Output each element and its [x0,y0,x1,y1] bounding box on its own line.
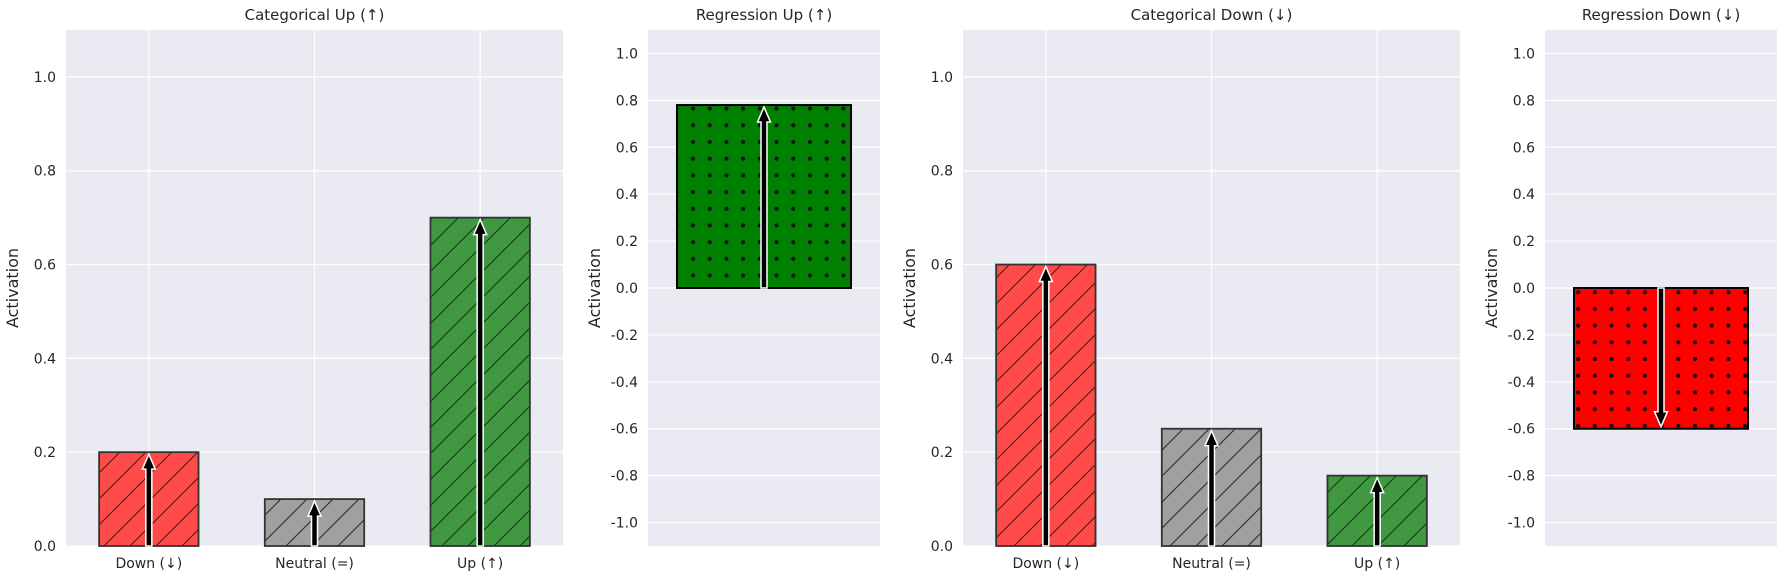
y-tick-label: 0.2 [616,234,638,250]
y-tick-label: 0.6 [1513,140,1535,156]
x-tick-label: Up (↑) [1354,556,1400,572]
y-tick-label: 1.0 [931,70,953,86]
y-tick-label: 0.4 [34,351,56,367]
y-tick-label: -0.6 [611,422,638,438]
y-tick-label: 0.0 [34,539,56,555]
y-tick-label: -0.2 [1508,328,1535,344]
y-tick-label: 0.6 [34,258,56,274]
x-tick-label: Down (↓) [115,556,182,572]
activation-arrow [756,105,772,289]
y-tick-label: -0.4 [1508,375,1535,391]
y-tick-label: -1.0 [1508,516,1535,532]
x-tick-label: Neutral (=) [275,556,354,572]
chart-title: Regression Down (↓) [1582,6,1740,24]
y-tick-label: -0.8 [1508,469,1535,485]
activation-arrow [472,217,488,547]
activation-arrow [1203,428,1220,547]
x-tick-label: Down (↓) [1012,556,1079,572]
y-tick-label: 0.8 [616,93,638,109]
activation-arrow [1653,287,1669,429]
y-tick-label: 0.8 [34,164,56,180]
y-tick-label: 0.0 [931,539,953,555]
y-tick-label: 0.6 [931,258,953,274]
y-tick-label: 0.4 [931,351,953,367]
y-axis-label: Activation [3,248,22,328]
y-tick-label: -1.0 [611,516,638,532]
y-axis-label: Activation [1482,248,1501,328]
y-tick-label: 0.4 [1513,187,1535,203]
y-axis-label: Activation [900,248,919,328]
y-tick-label: 0.0 [616,281,638,297]
y-tick-label: -0.2 [611,328,638,344]
activation-arrow [1369,475,1385,547]
chart-panel-3: 0.0 0.2 0.4 0.6 0.8 1.0 Down (↓) Neutral (=) Up … [900,6,1460,572]
y-tick-label: 0.2 [34,445,56,461]
y-tick-label: 0.6 [616,140,638,156]
activation-arrow [306,499,323,547]
y-tick-label: -0.8 [611,469,638,485]
y-axis-label: Activation [585,248,604,328]
chart-panel-1: 0.0 0.2 0.4 0.6 0.8 1.0 Down (↓) Neutral (=) Up … [3,6,563,572]
y-tick-label: 0.4 [616,187,638,203]
y-tick-label: 0.0 [1513,281,1535,297]
activation-arrow [1038,264,1054,547]
y-tick-label: -0.4 [611,375,638,391]
chart-panel-4: -1.0 -0.8 -0.6 -0.4 -0.2 0.0 0.2 0.4 0.6 0.8 1.0 Re… [1482,6,1777,546]
y-tick-label: 0.2 [1513,234,1535,250]
activation-arrow [141,452,157,547]
x-tick-label: Neutral (=) [1172,556,1251,572]
y-tick-label: 0.2 [931,445,953,461]
y-tick-label: 0.8 [1513,93,1535,109]
chart-title: Categorical Down (↓) [1131,6,1293,24]
y-tick-label: -0.6 [1508,422,1535,438]
y-tick-label: 1.0 [616,46,638,62]
chart-panel-2: -1.0 -0.8 -0.6 -0.4 -0.2 0.0 0.2 0.4 0.6 0.8 1.0 Re… [585,6,880,546]
y-tick-label: 0.8 [931,164,953,180]
y-tick-label: 1.0 [1513,46,1535,62]
y-tick-label: 1.0 [34,70,56,86]
x-tick-label: Up (↑) [457,556,503,572]
chart-title: Categorical Up (↑) [245,6,385,24]
chart-title: Regression Up (↑) [696,6,832,24]
